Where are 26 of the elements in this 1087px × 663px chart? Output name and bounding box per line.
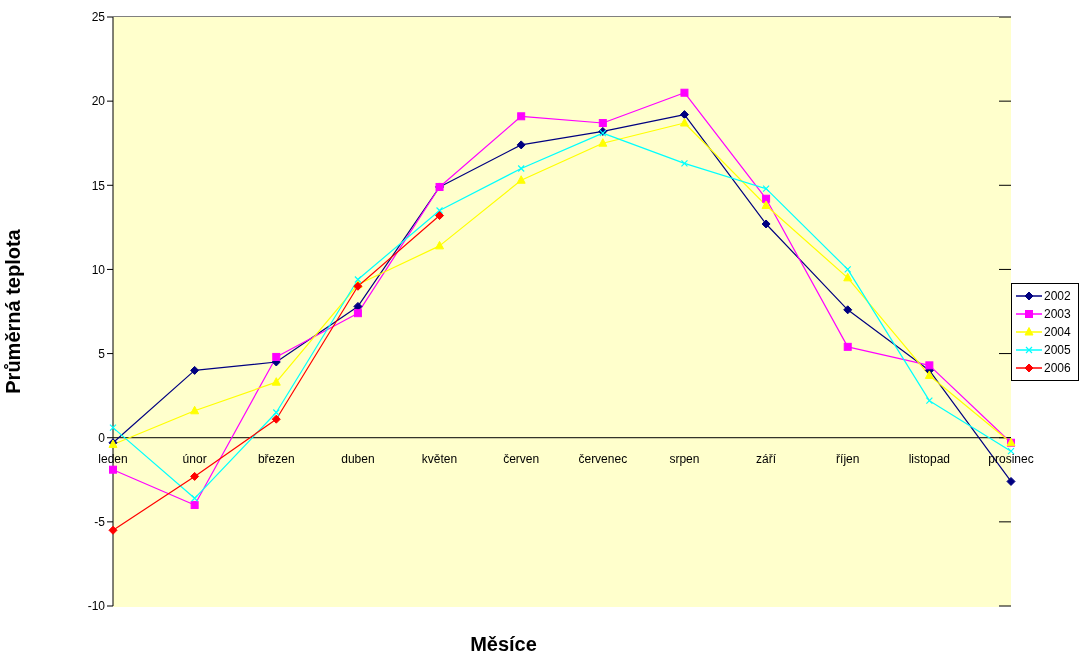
legend-label: 2002 (1044, 288, 1071, 303)
legend-label: 2005 (1044, 342, 1071, 357)
x-tick-label: leden (98, 452, 128, 467)
x-axis-title: Měsíce (469, 633, 538, 656)
y-tick-label: -10 (87, 599, 106, 614)
y-tick-label: 25 (91, 10, 106, 25)
x-tick-label: září (756, 452, 777, 467)
x-tick-label: srpen (669, 452, 700, 467)
x-tick-label: březen (257, 452, 295, 467)
x-tick-label: říjen (836, 452, 860, 467)
x-tick-label: červenec (578, 452, 628, 467)
x-tick-label: únor (182, 452, 207, 467)
legend-label: 2004 (1044, 324, 1071, 339)
y-tick-label: -5 (94, 515, 106, 530)
x-tick-label: duben (341, 452, 375, 467)
y-tick-label: 15 (91, 178, 106, 193)
y-tick-label: 5 (98, 346, 106, 361)
legend-label: 2006 (1044, 360, 1071, 375)
y-tick-label: 20 (91, 94, 106, 109)
y-tick-label: 0 (98, 430, 106, 445)
y-axis-title: Průměrná teplota (2, 228, 25, 394)
x-tick-label: červen (503, 452, 540, 467)
x-tick-label: květen (421, 452, 458, 467)
x-tick-label: listopad (908, 452, 951, 467)
legend-label: 2003 (1044, 306, 1071, 321)
y-tick-label: 10 (91, 262, 106, 277)
